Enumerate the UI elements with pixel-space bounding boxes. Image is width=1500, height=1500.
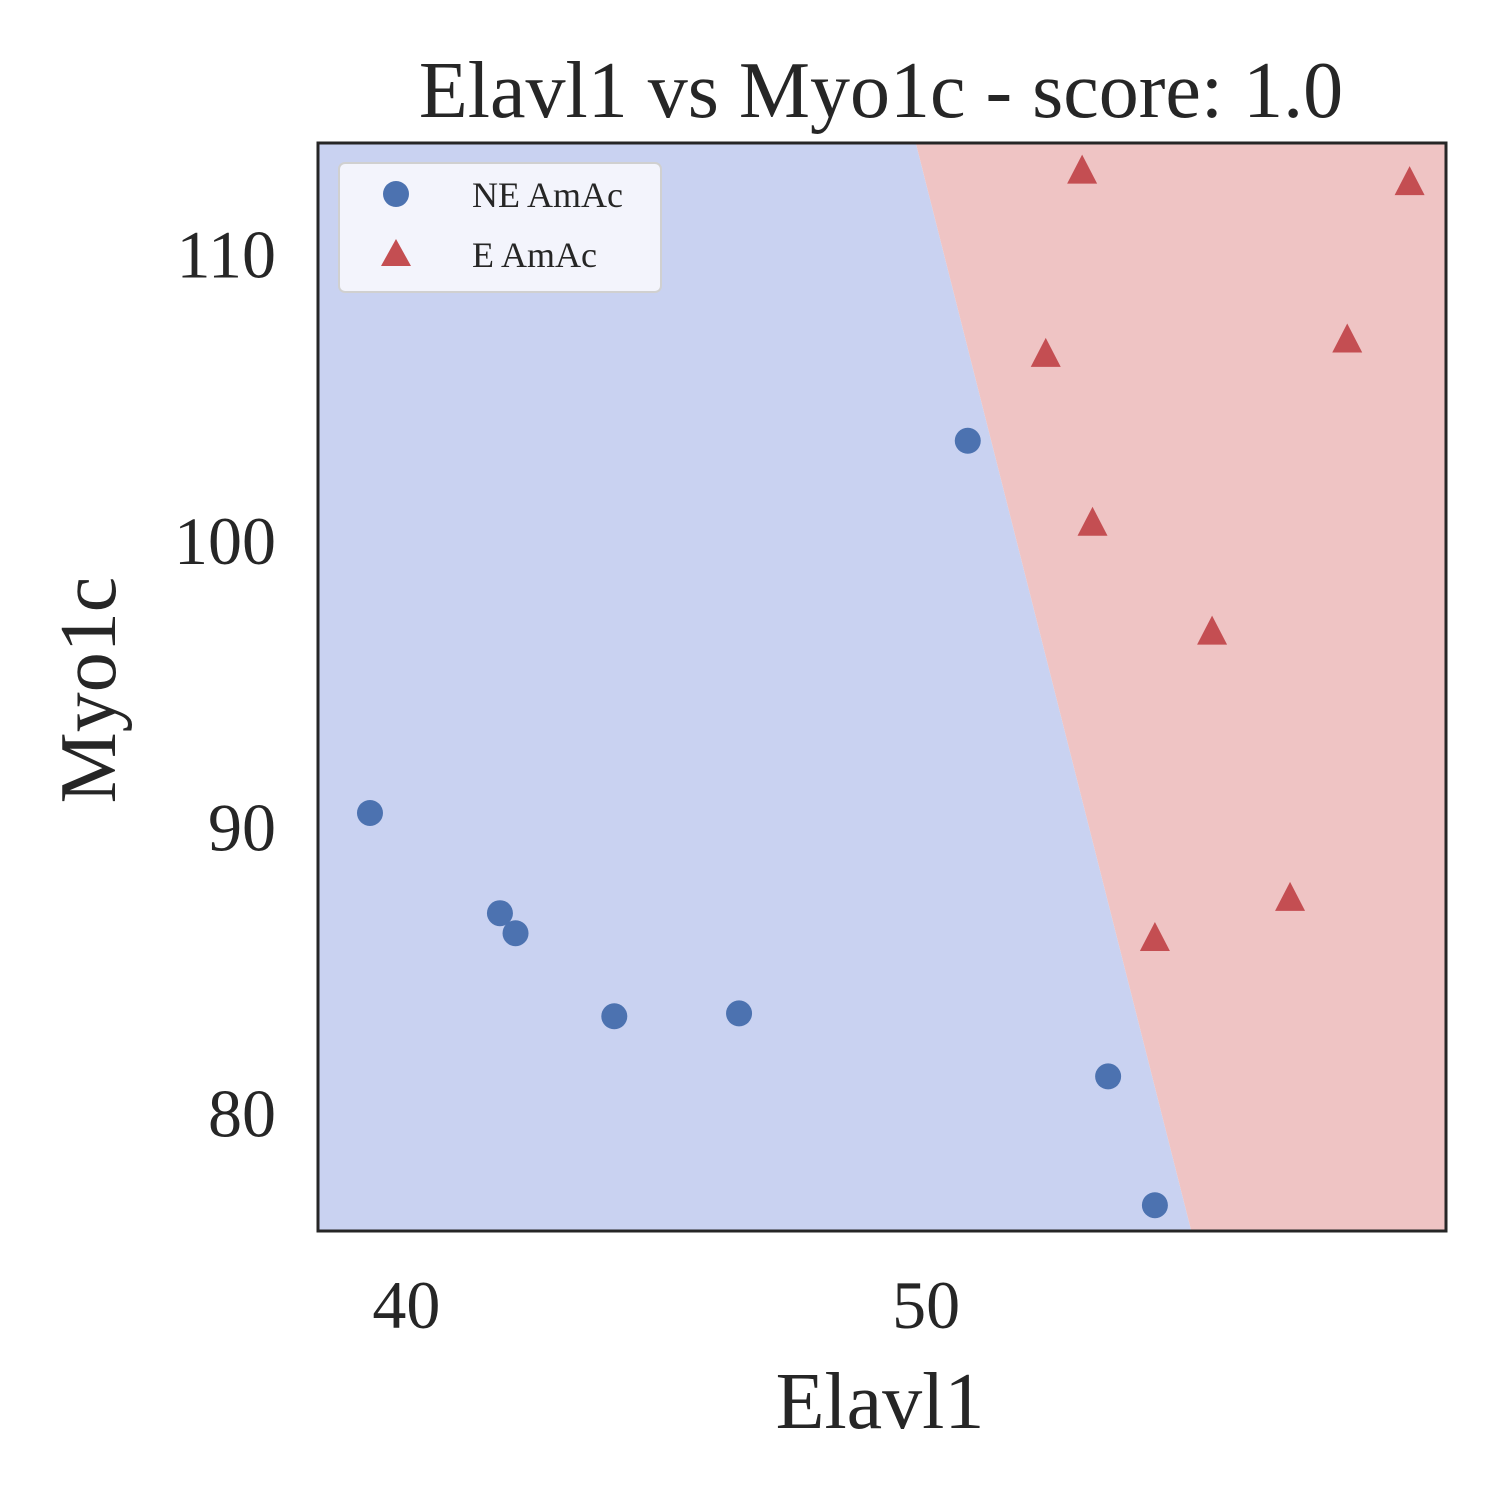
- data-point-e-amac: [1139, 921, 1170, 951]
- legend-label-ne-amac: NE AmAc: [472, 175, 623, 215]
- data-point-ne-amac: [954, 427, 981, 454]
- data-point-e-amac: [1030, 337, 1061, 367]
- legend-box: [338, 162, 662, 293]
- y-tick-label: 90: [208, 789, 276, 865]
- data-point-ne-amac: [1095, 1063, 1122, 1090]
- data-point-e-amac: [1197, 615, 1228, 645]
- y-axis-label: Myo1c: [45, 577, 133, 804]
- data-points: [356, 154, 1425, 1219]
- legend: NE AmAc E AmAc: [338, 162, 662, 293]
- data-point-ne-amac: [1141, 1192, 1168, 1219]
- y-tick-label: 80: [208, 1076, 276, 1152]
- data-point-ne-amac: [726, 1000, 753, 1027]
- plot-area: [318, 143, 1446, 1231]
- legend-label-e-amac: E AmAc: [472, 235, 597, 275]
- data-point-ne-amac: [486, 900, 513, 927]
- y-tick-label: 100: [174, 503, 276, 579]
- data-point-ne-amac: [356, 799, 383, 826]
- data-point-e-amac: [1077, 506, 1108, 536]
- legend-marker-ne-amac: [383, 181, 409, 207]
- y-axis-ticks: 80 90 100 110: [174, 217, 276, 1152]
- y-tick-label: 110: [177, 217, 276, 293]
- data-point-e-amac: [1394, 166, 1425, 196]
- x-axis-label: Elavl1: [776, 1358, 985, 1446]
- data-point-e-amac: [1067, 154, 1098, 184]
- data-point-ne-amac: [502, 920, 529, 947]
- plot-frame: [316, 141, 1448, 1233]
- decision-region-e-amac: [915, 143, 1446, 1231]
- decision-region-ne-amac: [318, 143, 1192, 1231]
- legend-marker-e-amac: [381, 239, 411, 266]
- x-tick-label: 50: [892, 1267, 960, 1343]
- data-point-e-amac: [1275, 881, 1306, 911]
- data-point-e-amac: [1332, 323, 1363, 353]
- chart-title: Elavl1 vs Myo1c - score: 1.0: [419, 47, 1343, 135]
- x-tick-label: 40: [372, 1267, 440, 1343]
- data-point-ne-amac: [601, 1003, 628, 1030]
- x-axis-ticks: 40 50: [372, 1267, 960, 1343]
